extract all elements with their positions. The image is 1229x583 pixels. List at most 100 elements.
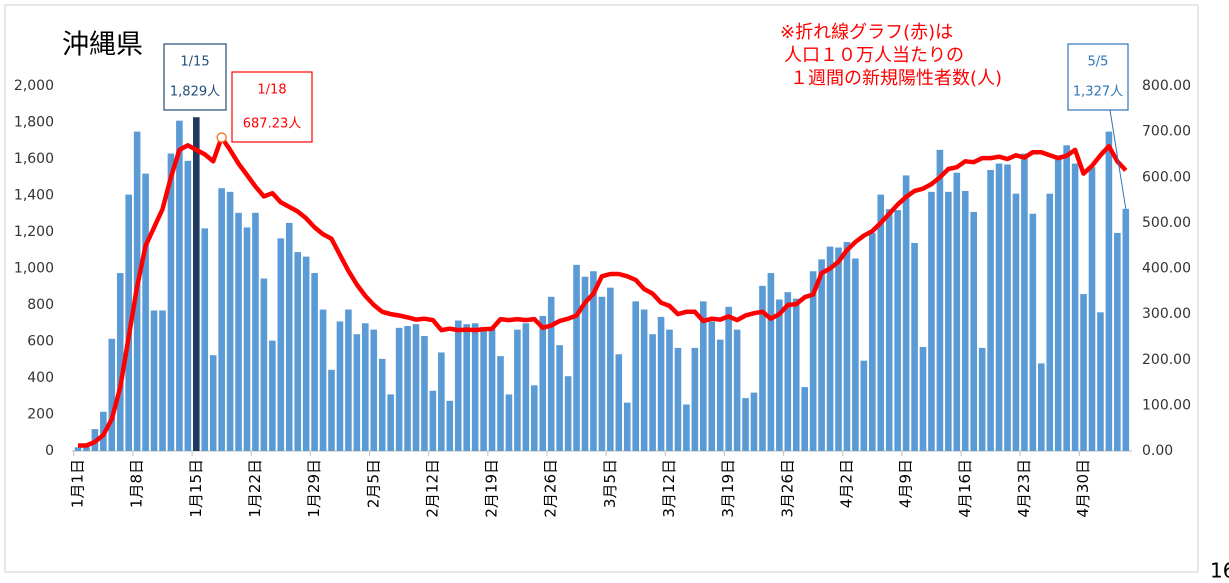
- y-tick-label: 1,600: [14, 151, 54, 167]
- bar: [691, 347, 699, 451]
- bar: [370, 329, 378, 451]
- x-tick-label: 2月26日: [542, 459, 560, 518]
- bar: [818, 259, 825, 451]
- y2-tick-label: 600.00: [1142, 169, 1191, 185]
- bar: [776, 299, 783, 451]
- bar: [556, 345, 563, 451]
- x-tick-label: 1月29日: [305, 459, 323, 518]
- bar: [674, 347, 682, 451]
- bar: [362, 323, 369, 451]
- x-tick-label: 1月15日: [187, 459, 205, 518]
- bar: [302, 256, 310, 451]
- bar: [421, 336, 428, 451]
- bar: [412, 324, 420, 451]
- callout-date: 1/18: [257, 83, 286, 98]
- callout-date: 5/5: [1088, 55, 1109, 70]
- bar: [336, 321, 344, 451]
- bar: [184, 160, 192, 451]
- bar: [945, 191, 952, 451]
- bar: [1021, 153, 1028, 451]
- bar: [142, 173, 149, 451]
- bar: [708, 321, 716, 451]
- bar: [1046, 193, 1054, 452]
- y-tick-label: 400: [27, 370, 54, 386]
- bar: [632, 301, 639, 451]
- bar: [649, 334, 656, 451]
- bar: [784, 292, 792, 451]
- y-tick-label: 0: [45, 443, 54, 459]
- bar: [176, 120, 183, 452]
- y-tick-label: 200: [27, 407, 54, 423]
- bar: [438, 352, 445, 451]
- bar: [471, 323, 479, 451]
- bar: [615, 354, 623, 451]
- bar: [83, 445, 90, 451]
- bar: [285, 222, 293, 451]
- y-tick-label: 1,400: [14, 188, 54, 204]
- x-tick-label: 3月5日: [601, 459, 619, 508]
- bar: [1038, 363, 1045, 451]
- bar: [826, 246, 834, 451]
- x-tick-label: 2月19日: [483, 459, 501, 518]
- bar: [733, 329, 741, 451]
- bar: [683, 404, 690, 451]
- bar: [961, 190, 969, 451]
- chart-title: 沖縄県: [62, 30, 143, 61]
- bar: [539, 315, 547, 451]
- bar: [218, 188, 225, 451]
- y2-tick-label: 800.00: [1142, 78, 1191, 94]
- bar: [429, 390, 437, 451]
- bar: [911, 242, 918, 451]
- bar: [995, 163, 1003, 451]
- y2-tick-label: 400.00: [1142, 261, 1191, 277]
- y2-tick-label: 0.00: [1142, 443, 1173, 459]
- bar: [1097, 312, 1104, 451]
- callout-box: [1067, 43, 1129, 111]
- bar: [725, 306, 732, 451]
- x-tick-label: 4月9日: [897, 459, 915, 508]
- bar: [792, 298, 800, 451]
- bar: [869, 232, 876, 451]
- bar: [497, 356, 504, 451]
- bar: [269, 340, 276, 451]
- bar: [953, 172, 961, 451]
- x-tick-label: 2月12日: [423, 459, 441, 518]
- y2-tick-label: 200.00: [1142, 352, 1191, 368]
- bar: [311, 273, 318, 451]
- callout-box: [163, 43, 227, 111]
- bar: [716, 339, 724, 451]
- x-tick-label: 4月30日: [1074, 459, 1092, 518]
- bar: [809, 271, 817, 451]
- bar: [395, 327, 403, 451]
- x-tick-label: 1月22日: [246, 459, 264, 518]
- bar: [404, 325, 411, 451]
- bar: [488, 328, 496, 451]
- callout-leader: [1109, 109, 1127, 209]
- y-tick-label: 1,000: [14, 261, 54, 277]
- bar: [742, 398, 749, 451]
- peak-marker: [216, 132, 227, 143]
- callout-value: 1,327人: [1073, 85, 1123, 100]
- bar: [226, 191, 234, 451]
- bar: [1054, 155, 1062, 451]
- bar: [860, 360, 868, 451]
- bar: [454, 320, 462, 451]
- x-tick-label: 3月26日: [778, 459, 796, 518]
- bar: [573, 264, 580, 451]
- bar: [514, 329, 521, 451]
- bar: [277, 238, 285, 451]
- x-tick-label: 2月5日: [364, 459, 382, 508]
- bar: [1029, 213, 1037, 451]
- bar: [564, 376, 572, 451]
- bar: [590, 271, 597, 451]
- bar: [852, 258, 859, 451]
- bar: [640, 309, 648, 451]
- bar: [623, 402, 631, 451]
- bar: [657, 316, 665, 451]
- bar: [843, 242, 851, 451]
- y2-tick-label: 300.00: [1142, 306, 1191, 322]
- note: 人口１０万人当たりの: [784, 45, 964, 66]
- x-tick-label: 4月16日: [956, 459, 974, 518]
- bar: [319, 309, 327, 451]
